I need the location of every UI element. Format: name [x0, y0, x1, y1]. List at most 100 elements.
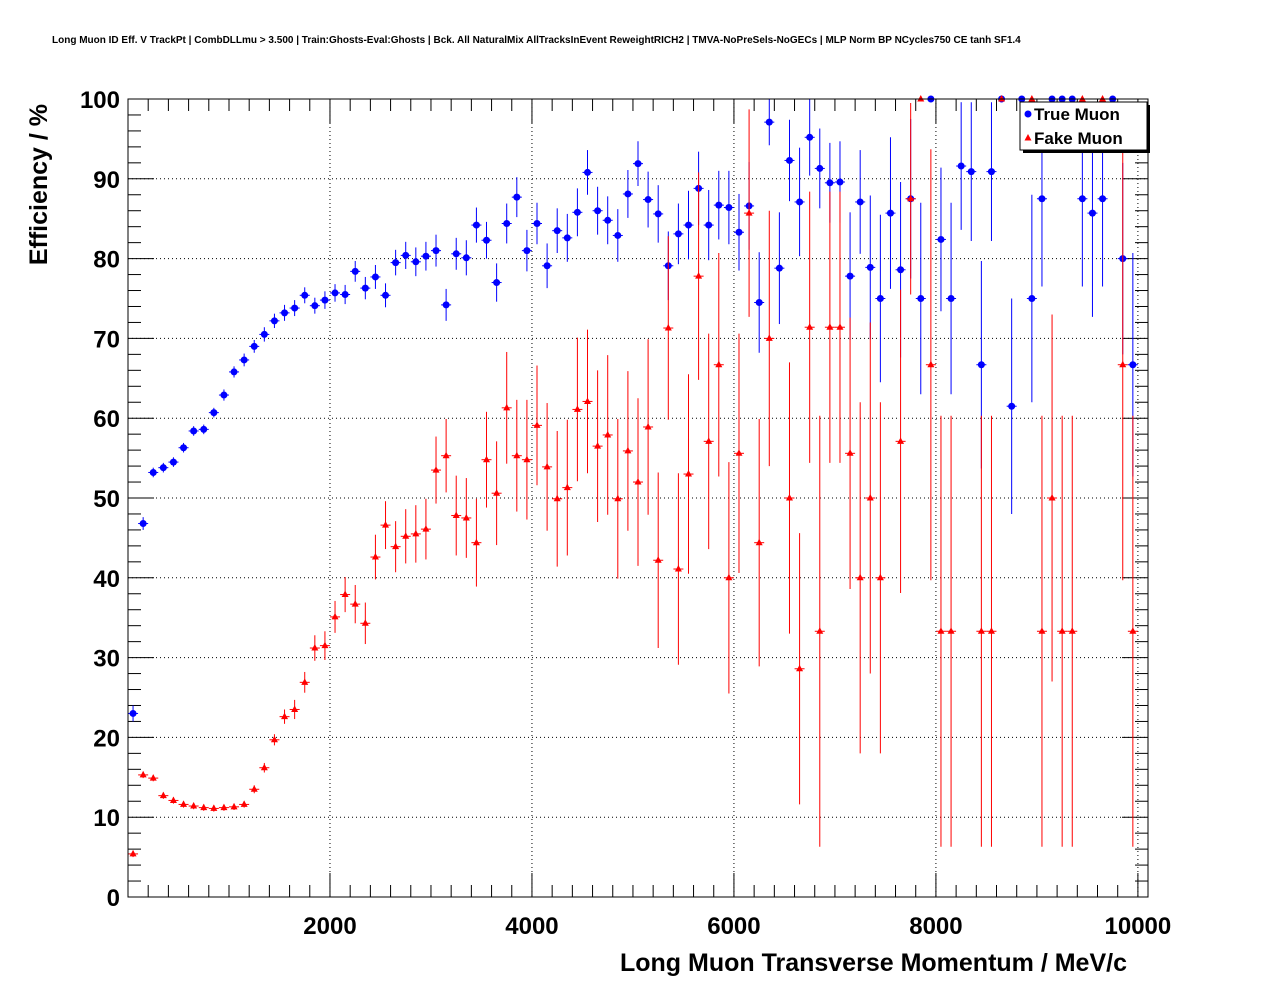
marker [563, 234, 571, 242]
data-point [673, 473, 684, 665]
x-tick-label: 6000 [707, 913, 760, 940]
marker [321, 641, 329, 649]
data-point [814, 415, 825, 847]
y-tick-label: 90 [93, 167, 120, 194]
marker [735, 449, 743, 456]
data-point [693, 172, 704, 380]
data-point [905, 102, 916, 295]
data-point [360, 276, 371, 300]
data-point [855, 402, 866, 754]
data-point [1057, 415, 1068, 847]
marker [553, 494, 561, 502]
data-point [158, 462, 169, 473]
data-point [269, 313, 280, 329]
marker [402, 532, 410, 539]
marker [664, 324, 672, 331]
marker [977, 361, 985, 369]
data-point [229, 802, 240, 811]
legend-entry: True Muon [1024, 105, 1120, 124]
marker [220, 391, 228, 399]
marker [745, 209, 753, 216]
data-point [168, 796, 179, 804]
data-point [319, 291, 330, 309]
marker [382, 521, 390, 528]
marker [270, 317, 278, 325]
data-point [218, 389, 229, 401]
marker [1129, 361, 1137, 369]
data-point [229, 366, 240, 378]
marker [674, 230, 682, 238]
marker [826, 323, 834, 330]
marker [937, 235, 945, 243]
marker [1119, 360, 1127, 368]
marker [139, 520, 147, 528]
marker [483, 455, 491, 463]
data-point [572, 337, 583, 482]
y-tick-label: 80 [93, 247, 120, 274]
data-point [289, 300, 300, 317]
marker [503, 403, 511, 411]
marker [796, 664, 804, 672]
marker [341, 291, 349, 299]
data-point [239, 353, 250, 367]
data-point [703, 189, 714, 261]
marker [402, 251, 410, 259]
marker [472, 221, 480, 229]
data-point [420, 241, 431, 271]
marker [725, 573, 733, 581]
marker [200, 803, 208, 811]
data-point [279, 304, 290, 321]
marker [260, 763, 268, 771]
data-point [330, 600, 341, 633]
data-point [562, 213, 573, 262]
marker [816, 164, 824, 172]
data-point [885, 137, 896, 289]
marker [654, 556, 662, 563]
marker [836, 323, 844, 330]
data-point [1117, 149, 1128, 581]
data-point [633, 141, 643, 186]
data-point [521, 399, 532, 520]
data-point [289, 699, 300, 720]
marker [149, 774, 157, 781]
marker [755, 298, 763, 306]
data-point [128, 849, 139, 858]
legend-label: Fake Muon [1034, 129, 1123, 148]
y-tick-label: 60 [93, 406, 120, 433]
marker [705, 437, 713, 444]
data-point [532, 365, 543, 486]
data-point [602, 355, 613, 515]
legend-label: True Muon [1034, 105, 1120, 124]
marker [1099, 195, 1107, 203]
data-point [774, 212, 785, 325]
marker [250, 785, 258, 792]
data-point [895, 289, 906, 593]
data-point [370, 534, 381, 580]
data-point [299, 287, 310, 304]
marker [1088, 209, 1096, 217]
data-point [208, 407, 219, 418]
marker [543, 262, 551, 270]
data-point [259, 327, 270, 342]
data-point [319, 631, 330, 660]
marker [674, 565, 682, 572]
marker [1099, 95, 1107, 102]
data-point [441, 288, 452, 321]
marker [462, 254, 470, 262]
marker [371, 273, 379, 281]
data-point [946, 415, 957, 847]
marker [503, 219, 511, 227]
marker [765, 118, 773, 126]
data-point [744, 109, 755, 317]
data-point [532, 202, 543, 245]
data-point [451, 475, 462, 556]
marker [957, 162, 965, 170]
data-point [370, 264, 381, 289]
marker [715, 201, 723, 209]
data-point [178, 800, 189, 808]
data-point [360, 602, 371, 645]
data-point [198, 803, 209, 811]
data-point [309, 635, 320, 661]
marker [483, 236, 491, 244]
marker [422, 252, 430, 260]
